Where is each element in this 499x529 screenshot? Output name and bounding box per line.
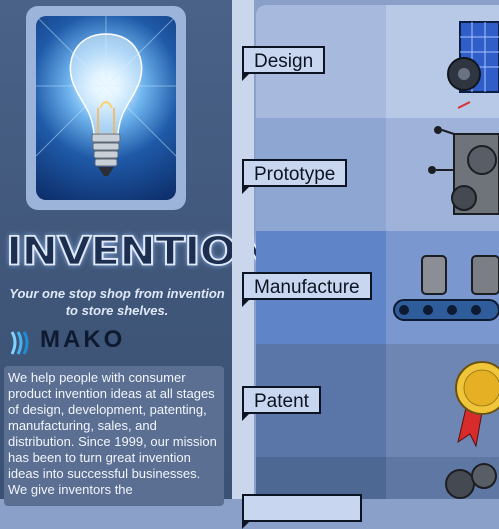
logo-wordmark: MAKO	[40, 326, 126, 353]
light-bulb-icon	[36, 16, 176, 176]
stage-label-prototype[interactable]: Prototype	[242, 159, 348, 194]
mako-logo[interactable]: MAKO	[8, 324, 148, 360]
tagline: Your one stop shop from invention to sto…	[9, 286, 225, 318]
brand-title: INVENTION	[5, 228, 274, 276]
stage-label-patent[interactable]: Patent	[242, 386, 321, 421]
stage-band-next	[256, 457, 386, 499]
gears-machine-icon	[428, 126, 499, 215]
light-bulb-image	[36, 16, 176, 200]
gears-icon	[445, 463, 497, 499]
stage-label-manufacture[interactable]: Manufacture	[242, 272, 372, 307]
divider-strip	[232, 0, 254, 499]
wave-logo-icon	[10, 331, 29, 355]
stage-label-next[interactable]	[242, 494, 362, 529]
server-gear-icon	[447, 21, 499, 109]
light-bulb-frame	[26, 6, 186, 210]
description-box	[4, 366, 224, 506]
description-text: We help people with consumer product inv…	[8, 370, 217, 497]
stage-label-design[interactable]: Design	[242, 46, 326, 81]
award-seal-icon	[455, 361, 499, 448]
conveyor-belt-icon	[393, 255, 499, 321]
